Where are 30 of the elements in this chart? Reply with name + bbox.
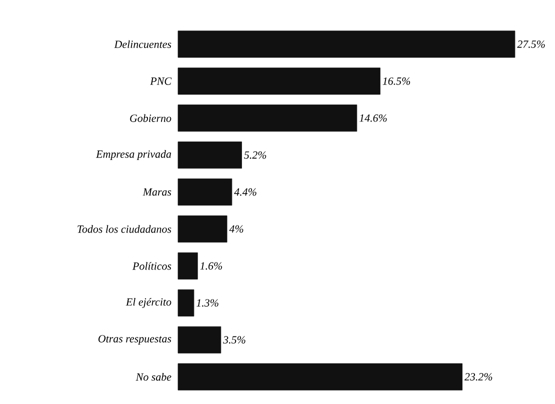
y-tick-label: Delincuentes bbox=[114, 40, 172, 48]
y-tick-label: Maras bbox=[142, 188, 172, 196]
y-tick-label: PNC bbox=[150, 77, 172, 85]
data-label: 16.5% bbox=[382, 77, 410, 85]
y-tick-label: Políticos bbox=[132, 262, 172, 270]
data-label: 27.5% bbox=[517, 40, 545, 48]
bar bbox=[178, 178, 232, 206]
y-tick-label: Gobierno bbox=[130, 114, 172, 122]
bar bbox=[178, 68, 380, 95]
bar bbox=[178, 142, 242, 169]
data-label: 4.4% bbox=[234, 188, 256, 196]
data-label: 4% bbox=[229, 225, 244, 233]
data-label: 1.6% bbox=[200, 262, 222, 270]
bar bbox=[178, 326, 222, 354]
data-label: 14.6% bbox=[359, 114, 387, 122]
data-label: 1.3% bbox=[196, 299, 218, 307]
bar bbox=[178, 104, 358, 132]
bar bbox=[178, 252, 198, 280]
y-tick-label: Todos los ciudadanos bbox=[78, 225, 172, 233]
bar bbox=[178, 289, 194, 316]
data-label: 5.2% bbox=[244, 151, 266, 159]
data-label: 23.2% bbox=[464, 373, 492, 381]
bar bbox=[178, 215, 228, 242]
y-tick-label: Otras respuestas bbox=[98, 335, 172, 345]
bar bbox=[178, 363, 462, 390]
y-tick-label: El ejército bbox=[126, 298, 172, 308]
y-tick-label: Empresa privada bbox=[96, 150, 172, 160]
y-tick-label: No sabe bbox=[136, 372, 172, 381]
data-label: 3.5% bbox=[223, 336, 246, 344]
bar bbox=[178, 30, 516, 58]
